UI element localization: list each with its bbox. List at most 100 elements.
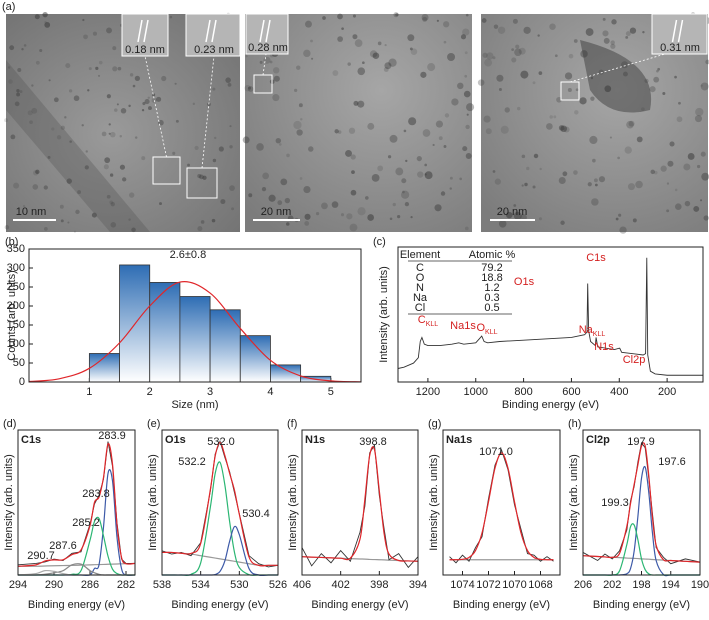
nanodot — [511, 48, 515, 51]
nanodot — [449, 176, 453, 180]
nanodot — [513, 211, 522, 220]
nanodot — [628, 120, 635, 127]
nanodot — [311, 57, 314, 60]
nanodot — [384, 62, 392, 70]
nanodot — [110, 201, 115, 207]
nanodot — [518, 47, 526, 55]
nanodot — [82, 18, 85, 22]
x-tick-label: 1074 — [450, 579, 474, 591]
peak-label: 290.7 — [27, 550, 55, 562]
nanodot — [23, 44, 27, 47]
nanodot — [192, 102, 195, 106]
nanodot — [567, 87, 572, 93]
nanodot — [524, 182, 528, 187]
nanodot — [403, 129, 407, 133]
nanodot — [393, 12, 399, 18]
peak-label: Na1s — [450, 320, 476, 332]
nanodot — [477, 79, 485, 86]
nanodot — [59, 204, 64, 209]
nanodot — [92, 31, 97, 36]
nanodot — [156, 96, 162, 102]
nanodot — [128, 104, 131, 108]
nanodot — [202, 175, 207, 180]
nanodot — [466, 103, 475, 112]
nanodot — [144, 99, 150, 105]
nanodot — [674, 188, 678, 192]
nanodot — [653, 76, 660, 83]
nanodot — [492, 56, 496, 60]
table-cell: Cl — [415, 302, 425, 314]
x-tick-label: 1068 — [528, 579, 552, 591]
nanodot — [687, 153, 695, 160]
table-header: Atomic % — [469, 249, 516, 261]
inset — [651, 13, 708, 55]
nanodot — [261, 186, 267, 192]
lattice-spacing: 0.23 nm — [194, 44, 234, 56]
nanodot — [626, 120, 634, 129]
peak-label-text: N1s — [594, 341, 614, 353]
nanodot — [459, 177, 462, 181]
x-tick-label: 1200 — [416, 386, 440, 398]
nanodot — [625, 35, 629, 39]
nanodot — [354, 39, 363, 48]
table-cell: 1.2 — [484, 282, 499, 294]
nanodot — [367, 122, 375, 130]
nanodot — [151, 93, 156, 97]
peak-label: 197.6 — [658, 456, 686, 468]
x-tick-label: 198 — [632, 579, 650, 591]
table-header: Element — [400, 249, 440, 261]
dark-band — [6, 60, 150, 232]
plot-frame — [161, 429, 279, 576]
nanodot — [560, 125, 568, 133]
nanodot — [116, 103, 119, 106]
nanodot — [101, 131, 107, 137]
peak-label: 530.4 — [242, 508, 270, 520]
nanodot — [401, 178, 407, 184]
nanodot — [337, 36, 343, 42]
plot-frame — [301, 429, 419, 576]
x-tick-label: 2 — [147, 386, 153, 398]
peak-label: OKLL — [476, 322, 497, 336]
nanodot — [108, 132, 111, 135]
panel-label: (f) — [287, 418, 297, 430]
nanodot — [109, 131, 116, 138]
scale-bar-label: 20 nm — [497, 206, 528, 218]
nanodot — [666, 182, 670, 185]
nanodot — [482, 52, 488, 58]
nanodot — [357, 67, 366, 76]
nanodot — [304, 213, 311, 220]
nanodot — [523, 26, 531, 34]
nanodot — [421, 13, 429, 21]
nanodot — [644, 78, 649, 83]
nanodot — [609, 136, 612, 139]
nanodot — [395, 12, 399, 17]
nanodot — [625, 31, 631, 37]
nanodot — [169, 15, 173, 19]
nanodot — [17, 67, 22, 72]
nanodot — [106, 94, 111, 99]
nanodot — [33, 170, 39, 176]
nanodot — [516, 106, 521, 111]
nanodot — [350, 189, 357, 196]
nanodot — [660, 165, 667, 172]
nanodot — [496, 74, 504, 82]
nanodot — [197, 226, 203, 232]
bar — [179, 296, 211, 383]
nanodot — [603, 37, 610, 44]
nanodot — [498, 220, 507, 228]
nanodot — [573, 170, 578, 175]
x-tick-label: 534 — [191, 579, 209, 591]
nanodot — [562, 171, 568, 177]
nanodot — [199, 174, 204, 180]
nanodot — [161, 75, 167, 82]
nanodot — [554, 54, 558, 58]
y-tick-label: 150 — [7, 319, 25, 331]
nanodot — [392, 202, 396, 207]
nanodot — [397, 215, 401, 219]
nanodot — [443, 145, 447, 148]
fit-curve — [449, 452, 554, 561]
nanodot — [110, 222, 117, 228]
nanodot — [305, 20, 312, 28]
y-axis-label: Intensity (arb. units) — [287, 454, 299, 551]
